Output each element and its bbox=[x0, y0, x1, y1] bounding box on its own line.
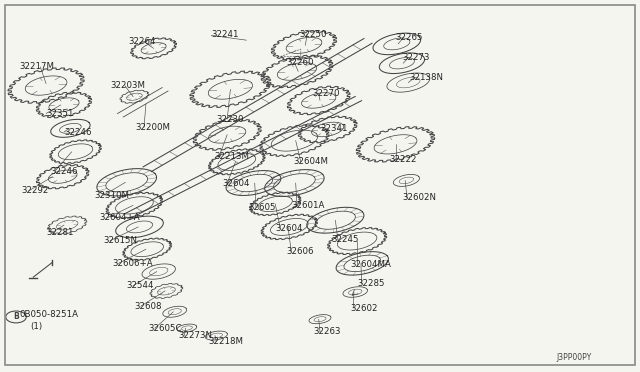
Text: 32218M: 32218M bbox=[208, 337, 243, 346]
Text: 32203M: 32203M bbox=[111, 81, 146, 90]
Text: 32605: 32605 bbox=[248, 203, 276, 212]
Text: 32245: 32245 bbox=[332, 235, 359, 244]
Text: 32351: 32351 bbox=[46, 109, 74, 118]
Text: 32222: 32222 bbox=[389, 155, 417, 164]
Text: 32604: 32604 bbox=[223, 179, 250, 188]
Text: 32292: 32292 bbox=[21, 186, 49, 195]
Text: 32602: 32602 bbox=[351, 304, 378, 312]
Text: 32241: 32241 bbox=[211, 30, 239, 39]
Text: 32217M: 32217M bbox=[19, 62, 54, 71]
Text: 32285: 32285 bbox=[357, 279, 385, 288]
Text: 32544: 32544 bbox=[126, 281, 154, 290]
Text: 32604+A: 32604+A bbox=[99, 213, 140, 222]
Text: 32246: 32246 bbox=[64, 128, 92, 137]
Text: 32604M: 32604M bbox=[293, 157, 328, 166]
Text: 32213M: 32213M bbox=[214, 153, 250, 161]
Text: 32246: 32246 bbox=[50, 167, 77, 176]
Text: 32605C: 32605C bbox=[148, 324, 182, 333]
Text: 32602N: 32602N bbox=[402, 193, 436, 202]
Text: 32260: 32260 bbox=[287, 58, 314, 67]
Text: 32281: 32281 bbox=[46, 228, 74, 237]
Text: 32200M: 32200M bbox=[136, 123, 171, 132]
Text: 32250: 32250 bbox=[300, 30, 327, 39]
Text: 32608: 32608 bbox=[134, 302, 162, 311]
Text: 32310M: 32310M bbox=[95, 191, 130, 200]
Text: (1): (1) bbox=[31, 322, 43, 331]
Text: 32138N: 32138N bbox=[410, 73, 444, 82]
Text: 32606: 32606 bbox=[287, 247, 314, 256]
Text: 32341: 32341 bbox=[320, 124, 348, 133]
Text: 32273: 32273 bbox=[402, 53, 429, 62]
Text: 32615N: 32615N bbox=[104, 236, 138, 245]
Text: 32263: 32263 bbox=[314, 327, 341, 336]
Text: 32230: 32230 bbox=[216, 115, 244, 124]
Text: 32270: 32270 bbox=[312, 89, 340, 98]
Text: 32601A: 32601A bbox=[291, 201, 324, 210]
Text: J3PP00PY: J3PP00PY bbox=[557, 353, 592, 362]
Text: 32606+A: 32606+A bbox=[112, 259, 152, 268]
Text: 32604MA: 32604MA bbox=[351, 260, 392, 269]
Text: 0B050-8251A: 0B050-8251A bbox=[19, 310, 78, 319]
Text: 32265: 32265 bbox=[396, 33, 423, 42]
Text: B: B bbox=[13, 312, 19, 321]
Text: 32273N: 32273N bbox=[178, 331, 212, 340]
Text: 32604: 32604 bbox=[275, 224, 303, 233]
Text: 32264: 32264 bbox=[128, 37, 156, 46]
